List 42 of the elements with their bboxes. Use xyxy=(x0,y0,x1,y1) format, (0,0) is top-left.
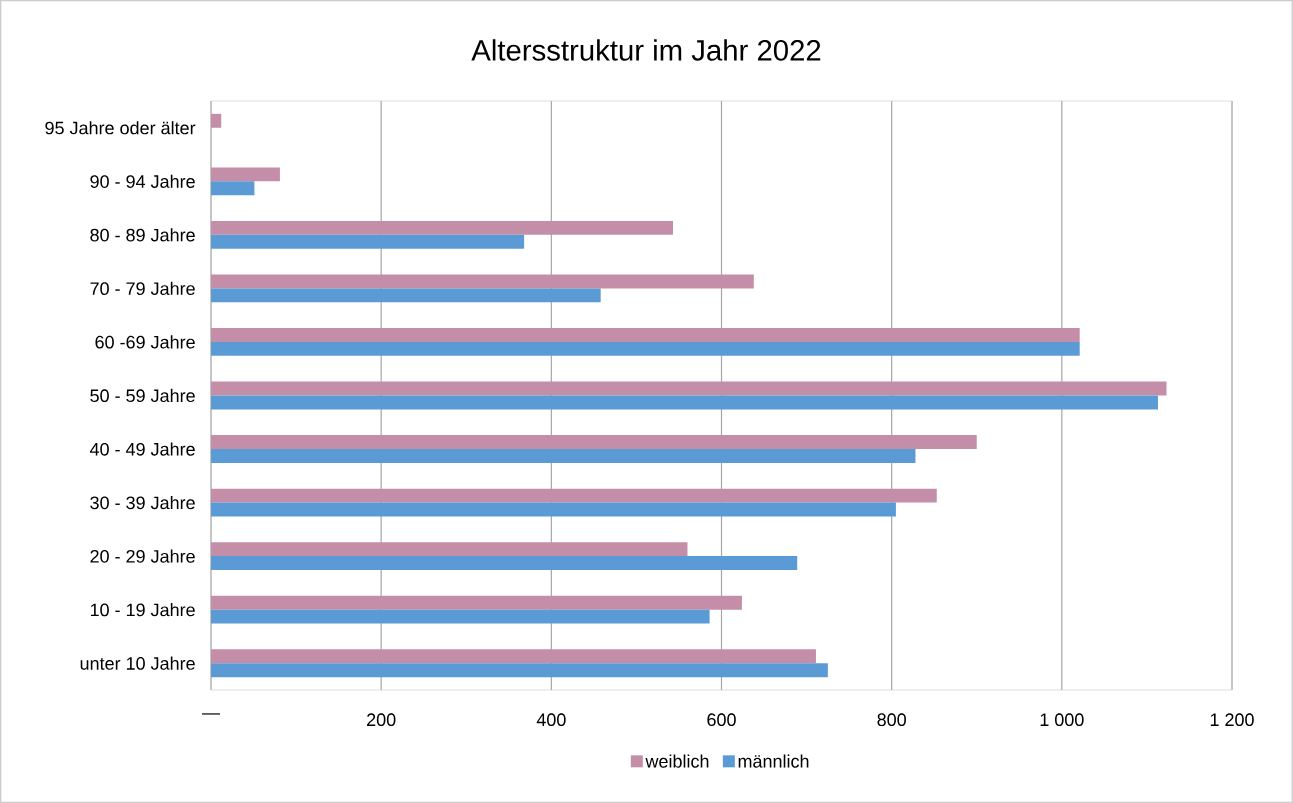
y-tick-label: 80 - 89 Jahre xyxy=(90,228,195,242)
x-tick-label: 600 xyxy=(707,713,736,727)
y-tick-label: 20 - 29 Jahre xyxy=(90,549,195,563)
bar xyxy=(211,234,525,249)
bar xyxy=(211,649,816,664)
bar xyxy=(211,395,1158,410)
bar xyxy=(211,663,828,678)
bar xyxy=(211,542,688,557)
bar xyxy=(211,113,222,128)
y-tick-label: 50 - 59 Jahre xyxy=(90,388,195,403)
x-tick-label: — xyxy=(202,713,221,715)
bar xyxy=(211,609,710,624)
bar xyxy=(211,556,798,571)
bar xyxy=(211,488,937,503)
y-tick-label: 60 -69 Jahre xyxy=(95,335,195,349)
chart-title: Altersstruktur im Jahr 2022 xyxy=(471,39,821,61)
bar xyxy=(211,167,280,182)
x-tick-label: 200 xyxy=(367,713,396,727)
y-tick-label: 90 - 94 Jahre xyxy=(90,174,195,188)
y-tick-label: 40 - 49 Jahre xyxy=(89,442,195,456)
legend-label: weiblich xyxy=(645,754,709,768)
legend-label: männlich xyxy=(738,754,809,768)
bar xyxy=(211,181,255,196)
x-tick-label: 1 200 xyxy=(1210,713,1254,727)
bar xyxy=(211,220,674,235)
bar xyxy=(211,341,1080,356)
bar xyxy=(211,274,754,289)
bar xyxy=(211,449,916,463)
y-tick-label: 95 Jahre oder älter xyxy=(45,121,196,135)
bar xyxy=(211,435,977,450)
y-tick-label: 10 - 19 Jahre xyxy=(90,603,195,617)
x-tick-label: 1 000 xyxy=(1040,713,1084,727)
bar xyxy=(211,328,1080,342)
bar xyxy=(211,381,1167,396)
y-tick-label: 70 - 79 Jahre xyxy=(90,281,195,295)
bar xyxy=(211,595,742,610)
bar xyxy=(211,288,601,303)
bar xyxy=(211,502,896,517)
x-tick-label: 800 xyxy=(877,713,906,727)
y-tick-label: unter 10 Jahre xyxy=(80,656,195,670)
y-tick-label: 30 - 39 Jahre xyxy=(90,495,195,510)
x-tick-label: 400 xyxy=(536,713,566,727)
